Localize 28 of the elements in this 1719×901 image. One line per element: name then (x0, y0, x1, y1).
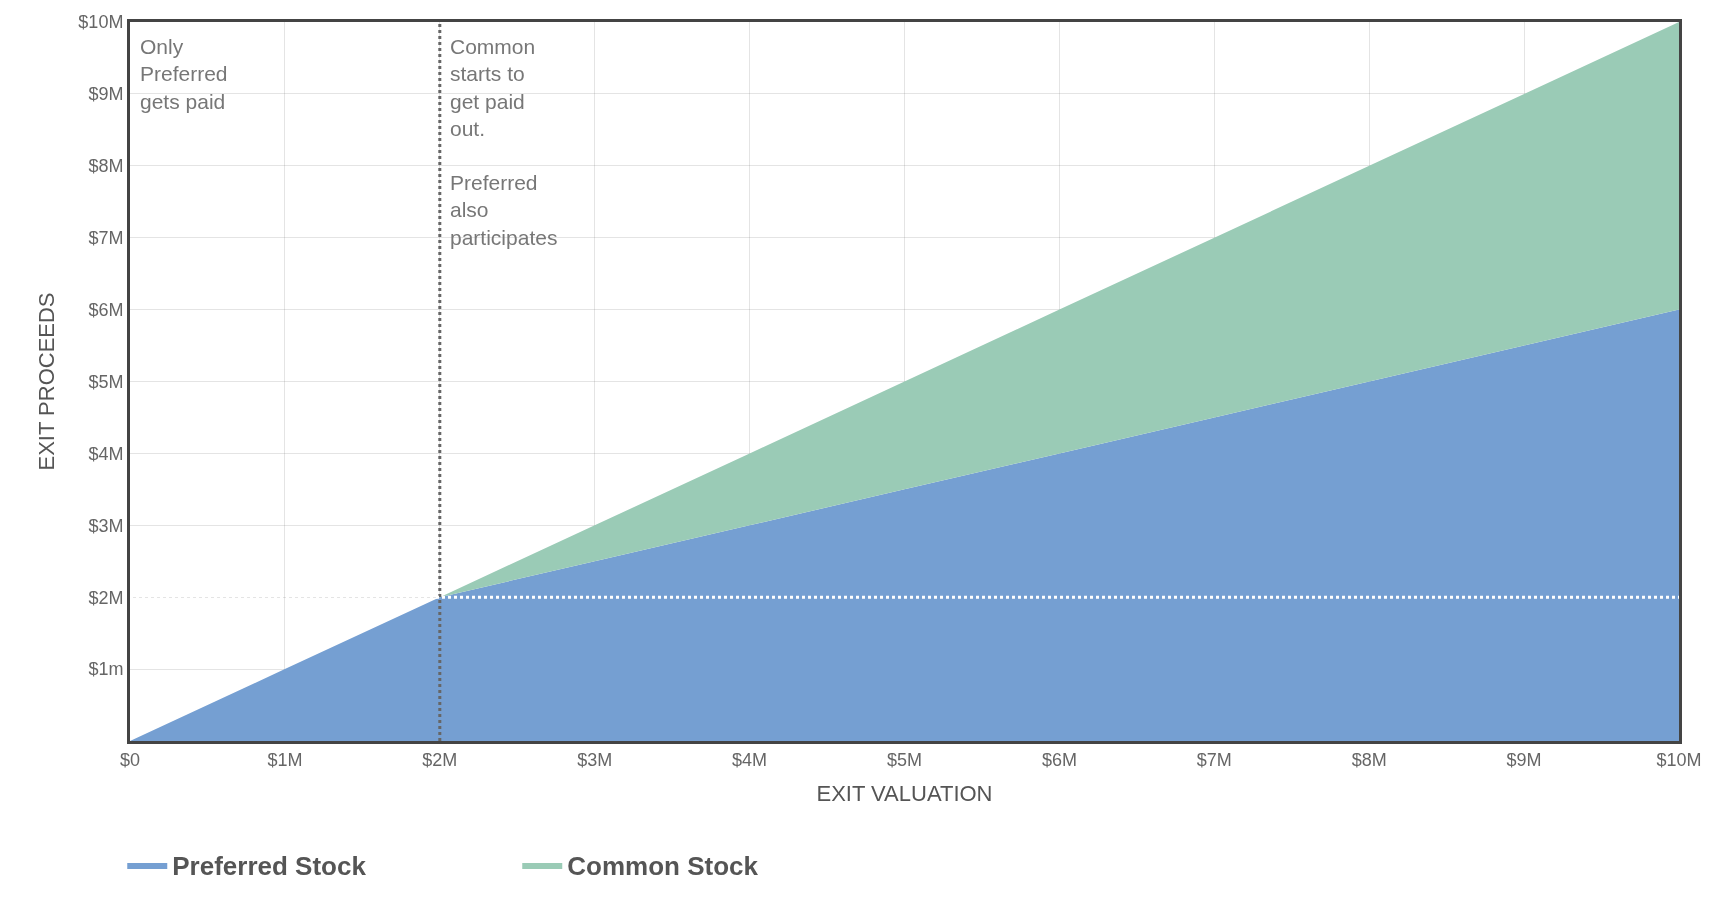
y-tick-label: $4M (88, 443, 124, 464)
x-tick-label: $1M (267, 749, 303, 770)
y-tick-label: $7M (88, 228, 124, 248)
x-tick-label: $7M (1196, 749, 1232, 770)
y-tick-label: $8M (88, 156, 124, 177)
y-tick-label: $5M (88, 371, 124, 392)
x-tick-label: $6M (1041, 749, 1077, 770)
y-tick-label: $3M (88, 515, 124, 536)
x-tick-label: $9M (1506, 749, 1542, 770)
y-axis-title: EXIT PROCEEDS (34, 292, 60, 471)
legend-label: Common Stock (567, 851, 759, 882)
x-tick-label: $10M (1656, 749, 1702, 770)
annotation: Only Preferred gets paid (140, 35, 228, 113)
y-tick-label: $9M (88, 84, 124, 105)
annotation: Common starts to get paid out. (450, 35, 536, 140)
x-tick-label: $0 (119, 749, 141, 770)
y-tick-label: $6M (88, 299, 124, 320)
x-tick-label: $8M (1351, 749, 1387, 770)
x-tick-label: $3M (577, 749, 613, 770)
x-axis-title: EXIT VALUATION (816, 781, 993, 807)
legend-label: Preferred Stock (172, 851, 367, 882)
y-tick-label: $10M (78, 12, 124, 33)
x-tick-label: $4M (732, 749, 768, 770)
x-tick-label: $2M (422, 749, 458, 770)
y-tick-label: $2M (88, 587, 124, 608)
y-tick-label: $1m (88, 659, 124, 680)
annotation: Preferred also participates (450, 171, 558, 249)
x-tick-label: $5M (886, 749, 923, 770)
